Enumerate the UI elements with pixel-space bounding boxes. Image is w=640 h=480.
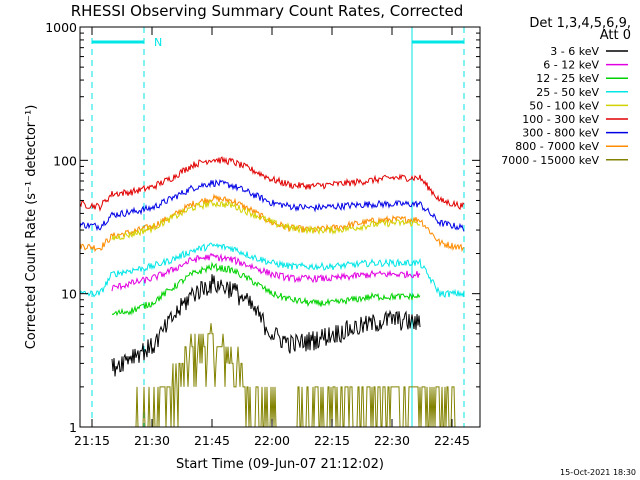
- x-tick-label: 22:00: [254, 433, 290, 448]
- y-axis-label: Corrected Count Rate (s⁻¹ detector⁻¹): [24, 105, 39, 350]
- legend-entry-label: 25 - 50 keV: [536, 86, 599, 99]
- plot-area: N: [80, 27, 465, 427]
- y-tick-label: 10: [61, 287, 77, 302]
- y-tick-label: 1000: [45, 20, 77, 35]
- x-axis-label: Start Time (09-Jun-07 21:12:02): [176, 457, 384, 472]
- series-line: [111, 261, 421, 317]
- x-tick-label: 21:15: [74, 433, 110, 448]
- series-line: [111, 252, 421, 292]
- legend-entry-label: 800 - 7000 keV: [515, 140, 599, 153]
- x-tick-label: 21:30: [134, 433, 170, 448]
- plot-frame: [79, 26, 481, 428]
- y-tick-label: 1: [69, 420, 77, 435]
- x-tick-label: 22:15: [314, 433, 350, 448]
- legend-entry-label: 50 - 100 keV: [529, 99, 599, 112]
- legend-entry-label: 3 - 6 keV: [550, 45, 599, 58]
- x-tick-label: 22:45: [434, 433, 470, 448]
- series-line: [111, 274, 421, 377]
- y-axis: 1 10 100 1000: [45, 20, 480, 435]
- series-line: [111, 199, 421, 241]
- series-line: [92, 323, 464, 427]
- legend-header-line-2: Att 0: [600, 28, 631, 43]
- x-tick-label: 21:45: [194, 433, 230, 448]
- legend-header-line-1: Det 1,3,4,5,6,9,: [529, 16, 631, 31]
- chart-title: RHESSI Observing Summary Count Rates, Co…: [71, 2, 464, 20]
- series-line: [80, 242, 465, 298]
- legend-entry-label: 12 - 25 keV: [536, 72, 599, 85]
- series-line: [80, 156, 465, 212]
- timestamp: 15-Oct-2021 18:30: [560, 468, 636, 477]
- series-line: [80, 193, 465, 253]
- series-line: [80, 179, 465, 232]
- legend-entry-label: 6 - 12 keV: [543, 59, 599, 72]
- x-axis: 21:15 21:30 21:45 22:00 22:15 22:30 22:45: [74, 27, 470, 448]
- annotation-label: N: [154, 36, 162, 49]
- legend-entry-label: 100 - 300 keV: [522, 113, 599, 126]
- legend-entry-label: 7000 - 15000 keV: [501, 154, 599, 167]
- y-tick-label: 100: [53, 153, 77, 168]
- legend-entry-label: 300 - 800 keV: [522, 127, 599, 140]
- x-tick-label: 22:30: [374, 433, 410, 448]
